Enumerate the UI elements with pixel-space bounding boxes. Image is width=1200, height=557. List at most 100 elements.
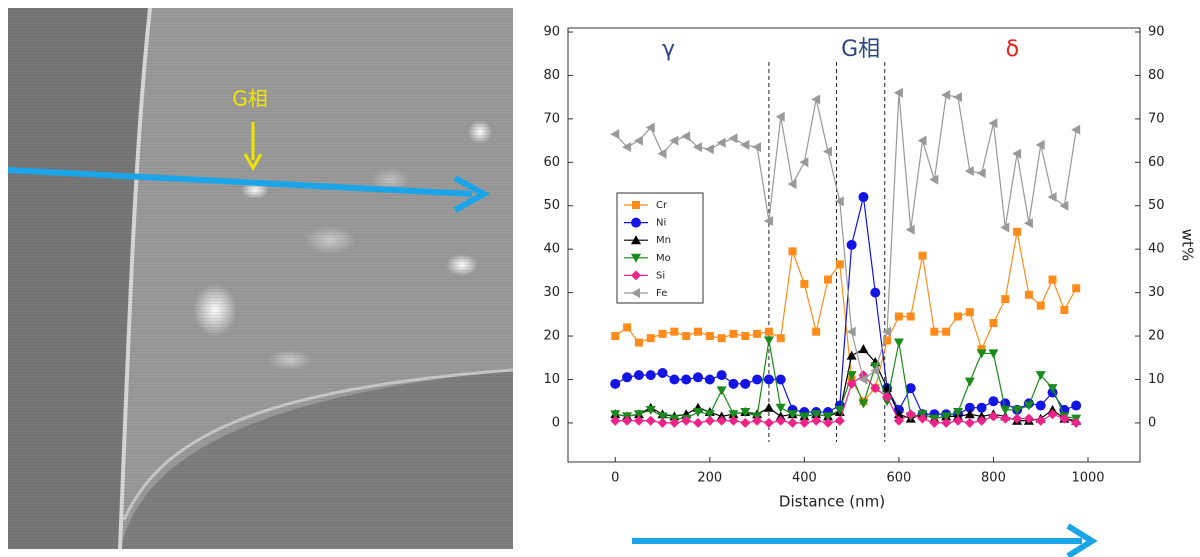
data-point (1035, 371, 1046, 381)
y-tick-label: 20 (543, 329, 560, 344)
data-point (905, 224, 915, 235)
data-point (657, 148, 667, 159)
data-point (740, 378, 751, 389)
data-point (964, 377, 975, 387)
data-point (834, 415, 845, 426)
data-point (752, 374, 763, 385)
data-point (1000, 405, 1011, 415)
x-tick-label: 400 (792, 471, 817, 486)
data-point (893, 87, 903, 98)
region-label: γ (662, 37, 675, 62)
data-point (623, 323, 632, 332)
data-point (645, 415, 656, 426)
data-point (870, 365, 880, 376)
data-point (846, 378, 857, 389)
data-point (870, 362, 881, 372)
data-point (893, 338, 904, 348)
data-point (942, 327, 951, 336)
data-point (811, 94, 821, 105)
data-point (1071, 417, 1082, 428)
data-point (752, 142, 762, 153)
data-point (799, 157, 809, 168)
data-point (622, 415, 633, 426)
data-point (1071, 400, 1082, 411)
legend-box (616, 192, 704, 304)
x-axis-label: Distance (nm) (779, 493, 885, 511)
micrograph: G相 (7, 7, 514, 550)
data-point (823, 412, 833, 422)
data-point (775, 111, 785, 122)
data-point (1071, 124, 1081, 135)
data-point (752, 415, 763, 426)
data-point (610, 410, 621, 420)
data-point (882, 391, 893, 402)
y-tick-label: 30 (543, 285, 560, 300)
y2-tick-label: 50 (1148, 198, 1165, 213)
plot-frame (567, 27, 1141, 463)
series-line (615, 374, 1077, 424)
data-point (704, 415, 715, 426)
data-point (633, 415, 644, 426)
data-point (740, 417, 751, 428)
x-tick-label: 600 (886, 471, 911, 486)
data-point (917, 135, 927, 146)
data-point (1023, 218, 1033, 229)
data-point (633, 410, 644, 420)
y-tick-label: 70 (543, 111, 560, 126)
data-point (1059, 404, 1070, 415)
data-point (775, 415, 786, 426)
data-point (858, 192, 869, 203)
data-point (811, 415, 822, 426)
data-point (941, 417, 952, 428)
data-point (1013, 227, 1022, 236)
y2-tick-label: 90 (1148, 25, 1165, 40)
y2-tick-label: 30 (1148, 285, 1165, 300)
data-point (763, 402, 774, 412)
data-point (799, 412, 810, 422)
data-point (693, 408, 703, 418)
data-point (988, 118, 998, 129)
data-point (1072, 284, 1081, 293)
y2-tick-label: 70 (1148, 111, 1165, 126)
data-point (1035, 400, 1046, 411)
data-point (964, 165, 974, 176)
data-point (1048, 275, 1057, 284)
data-point (870, 287, 881, 298)
data-point (787, 410, 798, 420)
data-point (776, 334, 785, 343)
data-point (788, 247, 797, 256)
y2-tick-label: 0 (1148, 415, 1156, 430)
y2-tick-label: 60 (1148, 155, 1165, 170)
data-point (716, 386, 727, 396)
data-point (634, 338, 643, 347)
y-tick-label: 90 (543, 25, 560, 40)
data-point (645, 370, 656, 381)
data-point (893, 415, 904, 426)
data-point (764, 327, 773, 336)
y-tick-label: 0 (552, 415, 560, 430)
data-point (669, 135, 679, 146)
data-point (787, 417, 798, 428)
series-line (615, 340, 1077, 420)
data-point (882, 326, 892, 337)
data-point (1000, 413, 1011, 424)
x-tick-label: 0 (611, 471, 619, 486)
data-point (894, 312, 903, 321)
data-point (729, 329, 738, 338)
data-point (823, 417, 833, 428)
data-point (976, 168, 986, 179)
data-point (622, 372, 633, 383)
legend-label: Fe (656, 288, 667, 299)
data-point (657, 412, 668, 422)
data-point (705, 332, 714, 341)
data-point (929, 417, 940, 428)
data-point (858, 374, 868, 385)
data-point (610, 378, 621, 389)
data-point (917, 413, 928, 424)
data-point (834, 405, 845, 415)
data-point (1047, 384, 1058, 394)
data-point (1059, 200, 1069, 211)
data-point (763, 336, 774, 346)
x-tick-label: 200 (697, 471, 722, 486)
